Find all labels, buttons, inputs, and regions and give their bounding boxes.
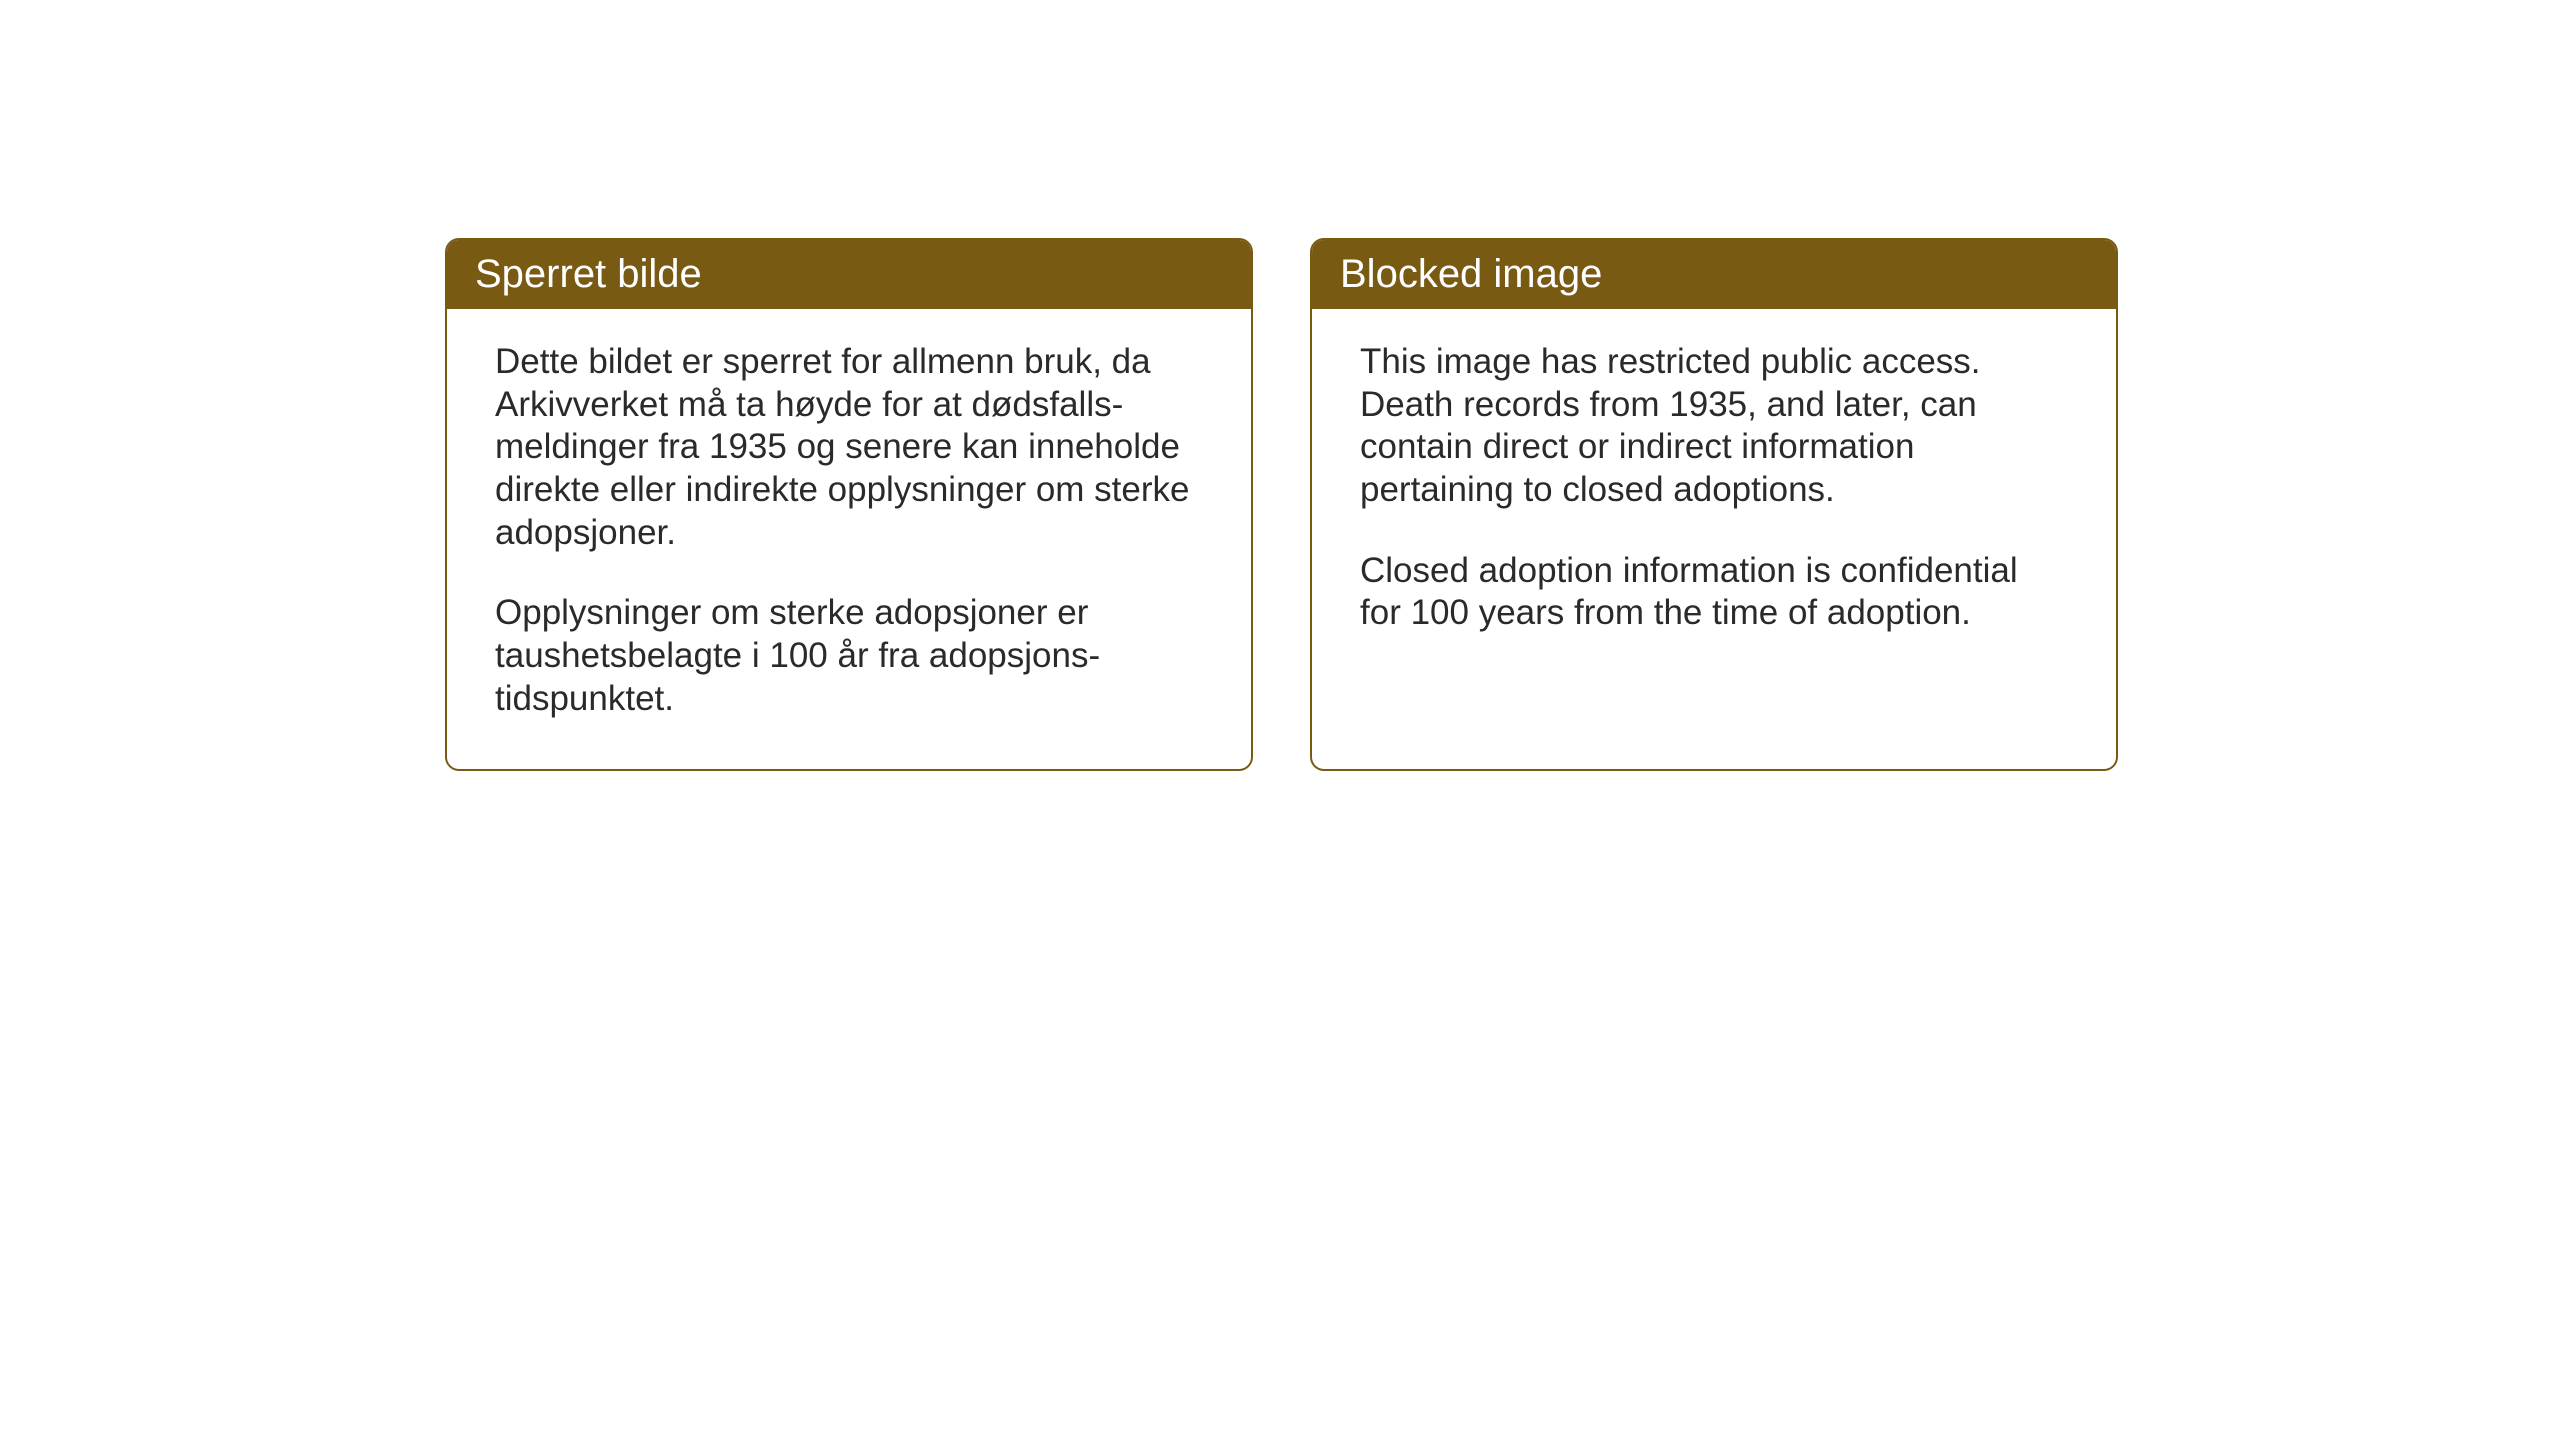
norwegian-card: Sperret bilde Dette bildet er sperret fo… [445, 238, 1253, 771]
english-card-header: Blocked image [1312, 240, 2116, 309]
norwegian-paragraph-1: Dette bildet er sperret for allmenn bruk… [495, 341, 1203, 554]
english-paragraph-2: Closed adoption information is confident… [1360, 550, 2068, 635]
english-paragraph-1: This image has restricted public access.… [1360, 341, 2068, 512]
cards-container: Sperret bilde Dette bildet er sperret fo… [445, 238, 2118, 771]
english-card-body: This image has restricted public access.… [1312, 309, 2116, 683]
english-card: Blocked image This image has restricted … [1310, 238, 2118, 771]
norwegian-paragraph-2: Opplysninger om sterke adopsjoner er tau… [495, 592, 1203, 720]
norwegian-card-body: Dette bildet er sperret for allmenn bruk… [447, 309, 1251, 769]
norwegian-card-header: Sperret bilde [447, 240, 1251, 309]
